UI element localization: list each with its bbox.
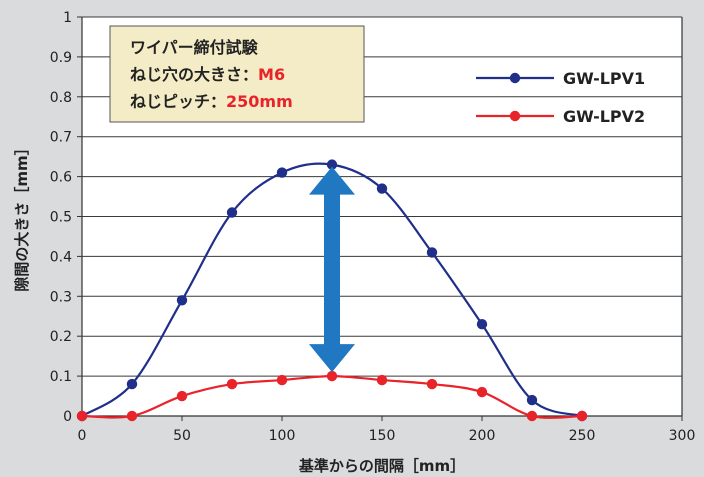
legend-item-GW-LPV2: GW-LPV2 — [476, 107, 645, 126]
data-point-GW-LPV1-150 — [376, 183, 388, 194]
note-line-1: ねじ穴の大きさ：M6 — [130, 65, 285, 84]
x-tick-label-1: 50 — [173, 428, 191, 444]
data-point-GW-LPV1-75 — [226, 207, 238, 218]
double-arrow-shape — [309, 166, 355, 373]
y-tick-label-2: 0.2 — [50, 329, 72, 345]
legend-swatch-marker — [509, 110, 521, 122]
legend-item-GW-LPV1: GW-LPV1 — [476, 69, 645, 88]
data-point-GW-LPV2-225 — [526, 410, 538, 422]
data-point-GW-LPV2-250 — [576, 410, 588, 422]
data-point-GW-LPV1-225 — [526, 394, 538, 406]
series-GW-LPV2 — [76, 370, 588, 422]
y-tick-label-9: 0.9 — [50, 50, 72, 66]
data-point-GW-LPV2-125 — [326, 370, 338, 382]
note-box — [109, 25, 365, 123]
y-tick-label-0: 0 — [63, 409, 72, 425]
data-point-GW-LPV1-175 — [426, 247, 438, 258]
x-tick-label-2: 100 — [269, 428, 296, 444]
data-point-GW-LPV2-150 — [376, 374, 388, 386]
x-tick-label-6: 300 — [669, 428, 696, 444]
data-point-GW-LPV1-200 — [476, 319, 488, 330]
y-tick-label-1: 0.1 — [50, 369, 72, 385]
y-tick-label-10: 1 — [63, 10, 72, 26]
legend: GW-LPV1 GW-LPV2 — [476, 69, 645, 126]
x-tick-label-5: 250 — [569, 428, 596, 444]
data-point-GW-LPV2-200 — [476, 386, 488, 398]
x-tick-label-3: 150 — [369, 428, 396, 444]
data-point-GW-LPV2-175 — [426, 378, 438, 390]
double-arrow — [309, 166, 355, 373]
data-point-GW-LPV2-50 — [176, 390, 188, 402]
note-line-2: ねじピッチ：250mm — [130, 92, 293, 111]
y-tick-label-6: 0.6 — [50, 170, 72, 186]
data-point-GW-LPV2-75 — [226, 378, 238, 390]
series-layer — [76, 159, 588, 422]
tick-labels: 0 50 100 150 200 250 300 0 0.1 0.2 0.3 0.4 0.5 0.6 0.7… — [50, 10, 696, 444]
data-point-GW-LPV2-25 — [126, 410, 138, 422]
data-point-GW-LPV1-25 — [126, 378, 138, 390]
data-point-GW-LPV1-125 — [326, 159, 338, 170]
data-point-GW-LPV1-100 — [276, 167, 288, 178]
y-axis-title: 隙間の大きさ［mm］ — [13, 140, 31, 291]
data-point-GW-LPV2-100 — [276, 374, 288, 386]
note-line-0: ワイパー締付試験 — [130, 38, 259, 57]
y-tick-label-8: 0.8 — [50, 90, 72, 106]
x-tick-label-0: 0 — [78, 428, 87, 444]
y-tick-label-7: 0.7 — [50, 130, 72, 146]
legend-swatch-marker — [509, 72, 521, 84]
data-point-GW-LPV1-50 — [176, 295, 188, 306]
x-axis-title: 基準からの間隔［mm］ — [298, 457, 465, 475]
data-point-GW-LPV2-0 — [76, 410, 88, 422]
y-tick-label-5: 0.5 — [50, 210, 72, 226]
y-tick-label-3: 0.3 — [50, 289, 72, 305]
legend-label: GW-LPV2 — [563, 107, 645, 126]
legend-label: GW-LPV1 — [563, 69, 645, 88]
y-tick-label-4: 0.4 — [50, 249, 72, 265]
x-tick-label-4: 200 — [469, 428, 496, 444]
